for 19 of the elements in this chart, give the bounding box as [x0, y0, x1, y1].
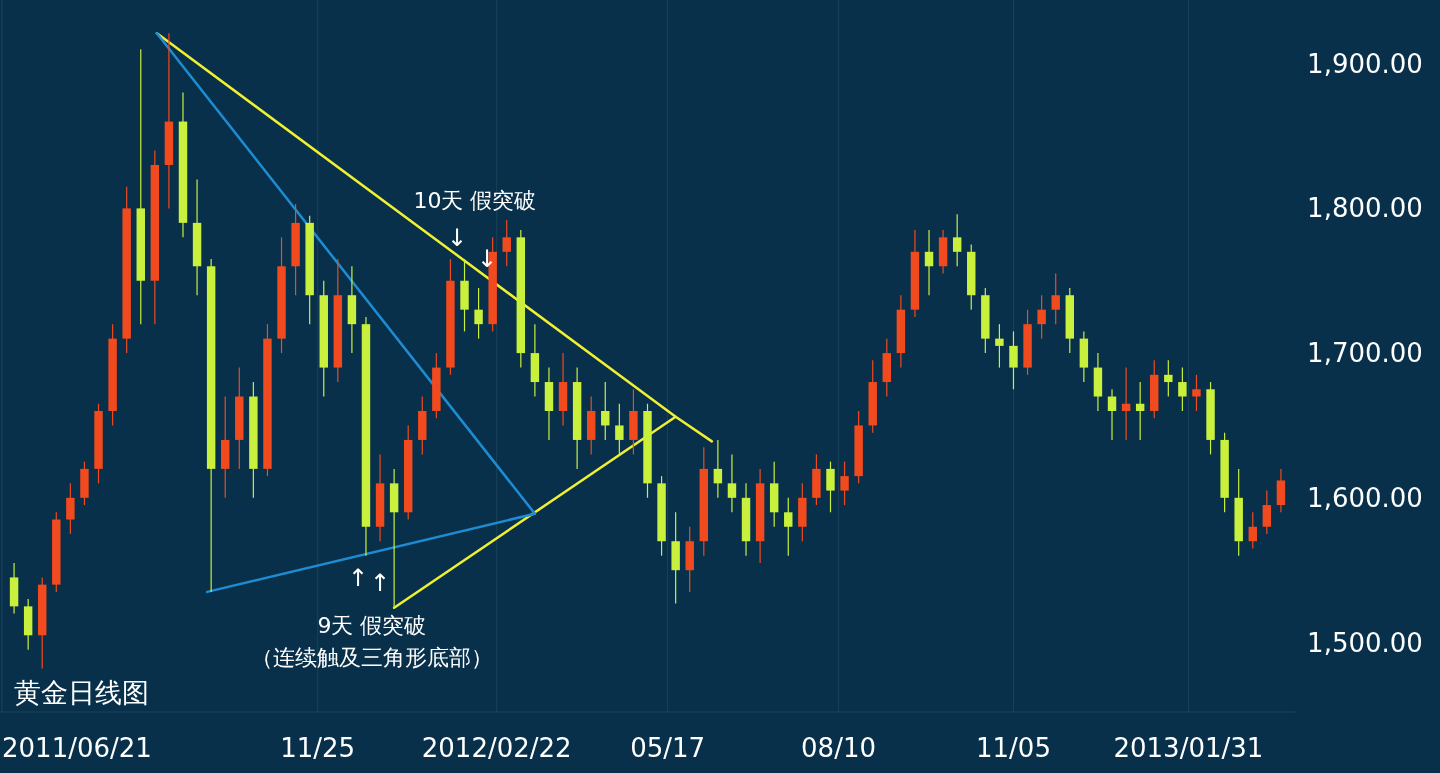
- y-tick-label: 1,900.00: [1307, 48, 1423, 79]
- y-tick-label: 1,700.00: [1307, 338, 1423, 369]
- x-tick-label: 11/05: [976, 733, 1051, 763]
- y-tick-label: 1,500.00: [1307, 627, 1423, 658]
- annotation: ↑: [369, 569, 391, 597]
- x-tick-label: 2012/02/22: [421, 733, 572, 763]
- y-tick-label: 1,600.00: [1307, 482, 1423, 513]
- annotation: ↓: [446, 224, 468, 252]
- x-tick-label: 05/17: [630, 733, 706, 763]
- annotation: 9天 假突破: [317, 613, 427, 638]
- x-tick-label: 2013/01/31: [1113, 733, 1264, 763]
- annotation: （连续触及三角形底部）: [251, 645, 493, 670]
- x-tick-label: 11/25: [280, 733, 356, 763]
- y-tick-label: 1,800.00: [1307, 193, 1423, 224]
- annotation: ↑: [347, 564, 369, 592]
- x-tick-label: 2011/06/21: [2, 733, 152, 763]
- x-tick-label: 08/10: [801, 733, 876, 763]
- text: 黄金日线图: [14, 677, 149, 708]
- annotation: 10天 假突破: [413, 188, 537, 213]
